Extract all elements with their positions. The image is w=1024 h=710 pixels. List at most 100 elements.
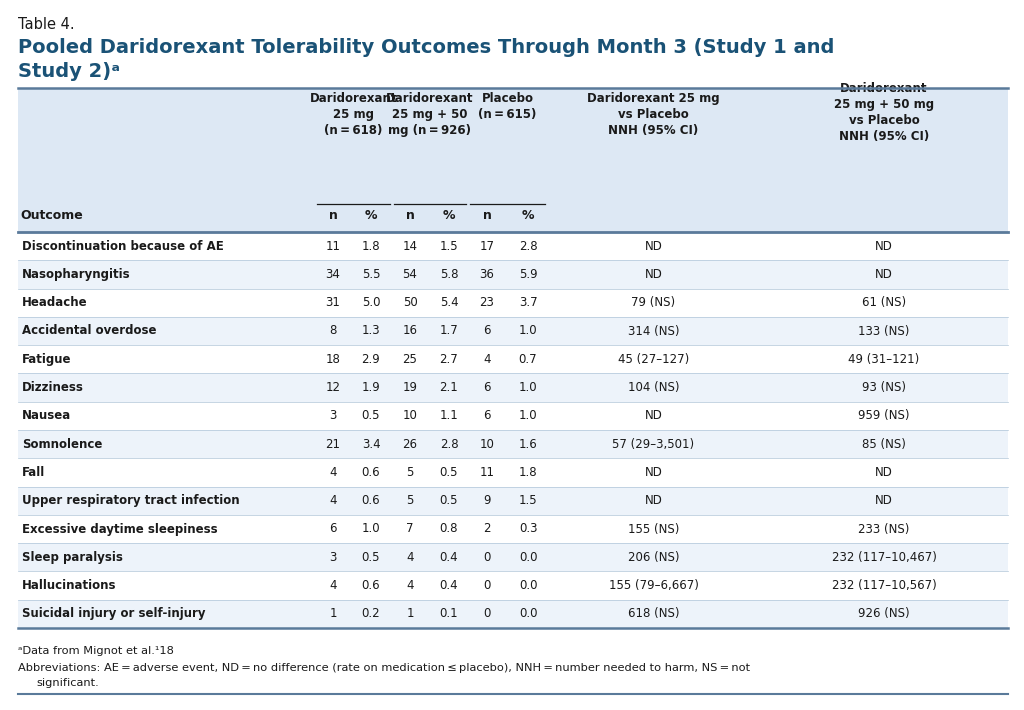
Text: Daridorexant
25 mg + 50 mg
vs Placebo
NNH (95% CI): Daridorexant 25 mg + 50 mg vs Placebo NN… [834, 82, 934, 143]
Text: 11: 11 [326, 240, 341, 253]
Text: 7: 7 [407, 523, 414, 535]
Text: 21: 21 [326, 437, 341, 451]
Text: 12: 12 [326, 381, 341, 394]
Text: Dizziness: Dizziness [22, 381, 84, 394]
Text: 4: 4 [330, 466, 337, 479]
Text: 10: 10 [479, 437, 495, 451]
Text: 0.1: 0.1 [439, 607, 459, 621]
Text: 0: 0 [483, 607, 490, 621]
Text: 2.8: 2.8 [439, 437, 459, 451]
Text: Nasopharyngitis: Nasopharyngitis [22, 268, 131, 281]
Text: 0.0: 0.0 [519, 607, 538, 621]
Text: 26: 26 [402, 437, 418, 451]
Text: 17: 17 [479, 240, 495, 253]
Text: 4: 4 [330, 494, 337, 507]
Text: 5.9: 5.9 [519, 268, 538, 281]
Text: Nausea: Nausea [22, 410, 72, 422]
Text: 5.8: 5.8 [439, 268, 459, 281]
Text: ND: ND [876, 268, 893, 281]
Text: 6: 6 [483, 410, 490, 422]
Text: 0.5: 0.5 [361, 551, 380, 564]
Text: ᵃData from Mignot et al.¹18: ᵃData from Mignot et al.¹18 [18, 646, 174, 656]
Text: ND: ND [876, 240, 893, 253]
Text: ND: ND [644, 494, 663, 507]
Text: Daridorexant 25 mg
vs Placebo
NNH (95% CI): Daridorexant 25 mg vs Placebo NNH (95% C… [587, 92, 720, 137]
Text: 1: 1 [407, 607, 414, 621]
Bar [18, 288, 1008, 317]
Text: 3: 3 [330, 551, 337, 564]
Text: 45 (27–127): 45 (27–127) [617, 353, 689, 366]
Text: 18: 18 [326, 353, 340, 366]
Text: ND: ND [876, 494, 893, 507]
Bar [18, 88, 1008, 628]
Text: 36: 36 [479, 268, 495, 281]
Text: 0.4: 0.4 [439, 551, 459, 564]
Text: Abbreviations: AE = adverse event, ND = no difference (rate on medication ≤ plac: Abbreviations: AE = adverse event, ND = … [18, 663, 751, 673]
Text: 34: 34 [326, 268, 340, 281]
Text: 93 (NS): 93 (NS) [862, 381, 906, 394]
Bar [18, 600, 1008, 628]
Text: 4: 4 [407, 551, 414, 564]
Text: 2.8: 2.8 [519, 240, 538, 253]
Text: 6: 6 [483, 324, 490, 337]
Bar [18, 402, 1008, 430]
Text: Table 4.: Table 4. [18, 17, 75, 32]
Text: 0.0: 0.0 [519, 551, 538, 564]
Text: 1.9: 1.9 [361, 381, 380, 394]
Text: 206 (NS): 206 (NS) [628, 551, 679, 564]
Text: Fall: Fall [22, 466, 45, 479]
Text: Somnolence: Somnolence [22, 437, 102, 451]
Text: 16: 16 [402, 324, 418, 337]
Text: Outcome: Outcome [20, 209, 83, 222]
Text: 1.0: 1.0 [519, 410, 538, 422]
Text: 2: 2 [483, 523, 490, 535]
Text: Accidental overdose: Accidental overdose [22, 324, 157, 337]
Text: ND: ND [644, 410, 663, 422]
Bar [18, 572, 1008, 600]
Text: 0.5: 0.5 [361, 410, 380, 422]
Text: Excessive daytime sleepiness: Excessive daytime sleepiness [22, 523, 218, 535]
Text: 10: 10 [402, 410, 418, 422]
Text: 155 (NS): 155 (NS) [628, 523, 679, 535]
Text: 9: 9 [483, 494, 490, 507]
Text: 6: 6 [330, 523, 337, 535]
Bar [18, 430, 1008, 458]
Text: 104 (NS): 104 (NS) [628, 381, 679, 394]
Text: Daridorexant
25 mg
(n = 618): Daridorexant 25 mg (n = 618) [309, 92, 397, 137]
Text: 25: 25 [402, 353, 418, 366]
Text: %: % [442, 209, 456, 222]
Text: 0.6: 0.6 [361, 579, 380, 592]
Bar [18, 373, 1008, 402]
Text: %: % [522, 209, 535, 222]
Bar [18, 232, 1008, 261]
Text: 6: 6 [483, 381, 490, 394]
Text: n: n [406, 209, 415, 222]
Text: 1.6: 1.6 [518, 437, 538, 451]
Text: 1.8: 1.8 [361, 240, 380, 253]
Text: Daridorexant
25 mg + 50
mg (n = 926): Daridorexant 25 mg + 50 mg (n = 926) [386, 92, 474, 137]
Text: 1.3: 1.3 [361, 324, 380, 337]
Text: 232 (117–10,567): 232 (117–10,567) [831, 579, 936, 592]
Text: Pooled Daridorexant Tolerability Outcomes Through Month 3 (Study 1 and: Pooled Daridorexant Tolerability Outcome… [18, 38, 835, 57]
Text: Placebo
(n = 615): Placebo (n = 615) [478, 92, 537, 121]
Text: 618 (NS): 618 (NS) [628, 607, 679, 621]
Text: 85 (NS): 85 (NS) [862, 437, 906, 451]
Text: 0.4: 0.4 [439, 579, 459, 592]
Text: 50: 50 [402, 296, 418, 310]
Text: 133 (NS): 133 (NS) [858, 324, 909, 337]
Text: ND: ND [644, 268, 663, 281]
Text: 5.5: 5.5 [361, 268, 380, 281]
Text: 0.7: 0.7 [519, 353, 538, 366]
Bar [18, 345, 1008, 373]
Text: 4: 4 [407, 579, 414, 592]
Text: 233 (NS): 233 (NS) [858, 523, 909, 535]
Text: 2.7: 2.7 [439, 353, 459, 366]
Text: 1.7: 1.7 [439, 324, 459, 337]
Text: 0.2: 0.2 [361, 607, 380, 621]
Text: 54: 54 [402, 268, 418, 281]
Text: 1.1: 1.1 [439, 410, 459, 422]
Text: ND: ND [644, 240, 663, 253]
Text: 0.5: 0.5 [439, 466, 459, 479]
Bar [18, 486, 1008, 515]
Text: 926 (NS): 926 (NS) [858, 607, 909, 621]
